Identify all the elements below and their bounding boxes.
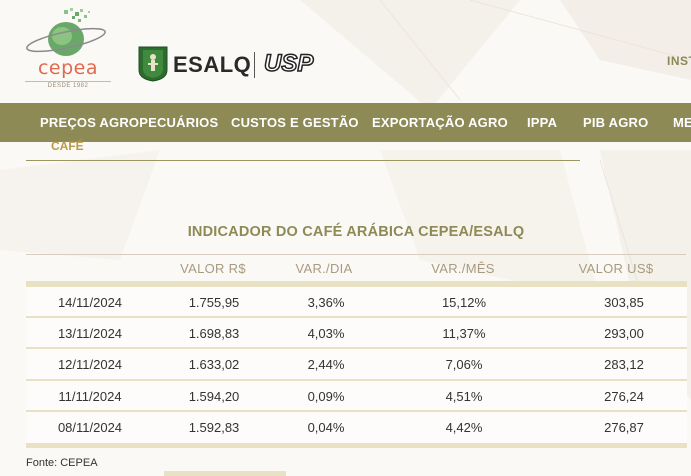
indicator-title: INDICADOR DO CAFÉ ARÁBICA CEPEA/ESALQ xyxy=(187,224,525,240)
cell-var-dia: 4,03% xyxy=(307,326,345,342)
nav-item-ippa[interactable]: IPPA xyxy=(527,115,558,130)
column-header-valor-brl: VALOR R$ xyxy=(180,261,246,276)
source-note: Fonte: CEPEA xyxy=(26,457,98,469)
table-row: 13/11/2024 1.698,83 4,03% 11,37% 293,00 xyxy=(26,318,687,350)
cell-valor-usd: 276,24 xyxy=(604,388,644,404)
table-row: 12/11/2024 1.633,02 2,44% 7,06% 283,12 xyxy=(26,349,687,381)
nav-item-pib-agro[interactable]: PIB AGRO xyxy=(583,115,649,130)
cell-var-mes: 11,37% xyxy=(442,326,486,342)
cell-var-dia: 2,44% xyxy=(307,357,345,373)
column-header-var-dia: VAR./DIA xyxy=(295,261,353,276)
cell-var-dia: 0,09% xyxy=(307,388,345,404)
title-divider xyxy=(26,254,686,255)
cell-valor-usd: 303,85 xyxy=(604,295,644,310)
cell-date: 12/11/2024 xyxy=(57,357,123,373)
cell-date: 08/11/2024 xyxy=(57,419,123,435)
cell-var-mes: 4,51% xyxy=(445,388,483,404)
esalq-wordmark[interactable]: ESALQ xyxy=(173,52,252,77)
cepea-since-label: DESDE 1982 xyxy=(25,81,111,89)
table-row: 11/11/2024 1.594,20 0,09% 4,51% 276,24 xyxy=(26,380,687,412)
column-header-valor-usd: VALOR US$ xyxy=(578,261,654,276)
cell-var-dia: 0,04% xyxy=(307,419,345,435)
institutional-link[interactable]: INST xyxy=(667,54,691,68)
cell-valor-brl: 1.594,20 xyxy=(188,388,240,404)
main-navbar: PREÇOS AGROPECUÁRIOS CUSTOS E GESTÃO EXP… xyxy=(0,103,691,142)
cell-var-mes: 4,42% xyxy=(445,419,483,435)
usp-wordmark[interactable]: USP xyxy=(263,49,314,78)
esalq-shield-icon[interactable] xyxy=(138,46,168,82)
subnav-bar: CAFÉ xyxy=(26,139,580,161)
bottom-tab-bar[interactable] xyxy=(164,471,286,476)
cell-date: 13/11/2024 xyxy=(57,326,123,342)
cell-var-dia: 3,36% xyxy=(307,295,345,310)
column-header-var-mes: VAR./MÊS xyxy=(431,261,495,276)
table-row: 08/11/2024 1.592,83 0,04% 4,42% 276,87 xyxy=(26,411,687,443)
cell-valor-usd: 276,87 xyxy=(604,419,644,435)
cell-valor-usd: 283,12 xyxy=(604,357,644,373)
cell-valor-brl: 1.633,02 xyxy=(188,357,240,373)
cepea-globe-logo-icon[interactable] xyxy=(22,6,112,92)
cell-date: 14/11/2024 xyxy=(57,295,123,310)
nav-item-precos-agropecuarios[interactable]: PREÇOS AGROPECUÁRIOS xyxy=(40,115,219,130)
table-row: 14/11/2024 1.755,95 3,36% 15,12% 303,85 xyxy=(26,287,687,319)
indicator-table: 14/11/2024 1.755,95 3,36% 15,12% 303,85 … xyxy=(26,281,687,448)
cell-valor-usd: 293,00 xyxy=(604,326,644,342)
cell-date: 11/11/2024 xyxy=(58,388,122,404)
cepea-wordmark[interactable]: cepea xyxy=(37,57,99,79)
nav-item-custos-e-gestao[interactable]: CUSTOS E GESTÃO xyxy=(231,115,359,130)
cell-var-mes: 7,06% xyxy=(445,357,483,373)
cell-valor-brl: 1.755,95 xyxy=(188,295,240,310)
cell-valor-brl: 1.592,83 xyxy=(188,419,240,435)
logo-divider xyxy=(254,52,255,78)
site-header: cepea DESDE 1982 ESALQ USP INST xyxy=(0,0,691,103)
cell-valor-brl: 1.698,83 xyxy=(188,326,240,342)
nav-item-more[interactable]: ME xyxy=(673,115,691,130)
subnav-item-cafe[interactable]: CAFÉ xyxy=(51,139,84,153)
cell-var-mes: 15,12% xyxy=(441,295,487,310)
nav-item-exportacao-agro[interactable]: EXPORTAÇÃO AGRO xyxy=(372,115,508,130)
